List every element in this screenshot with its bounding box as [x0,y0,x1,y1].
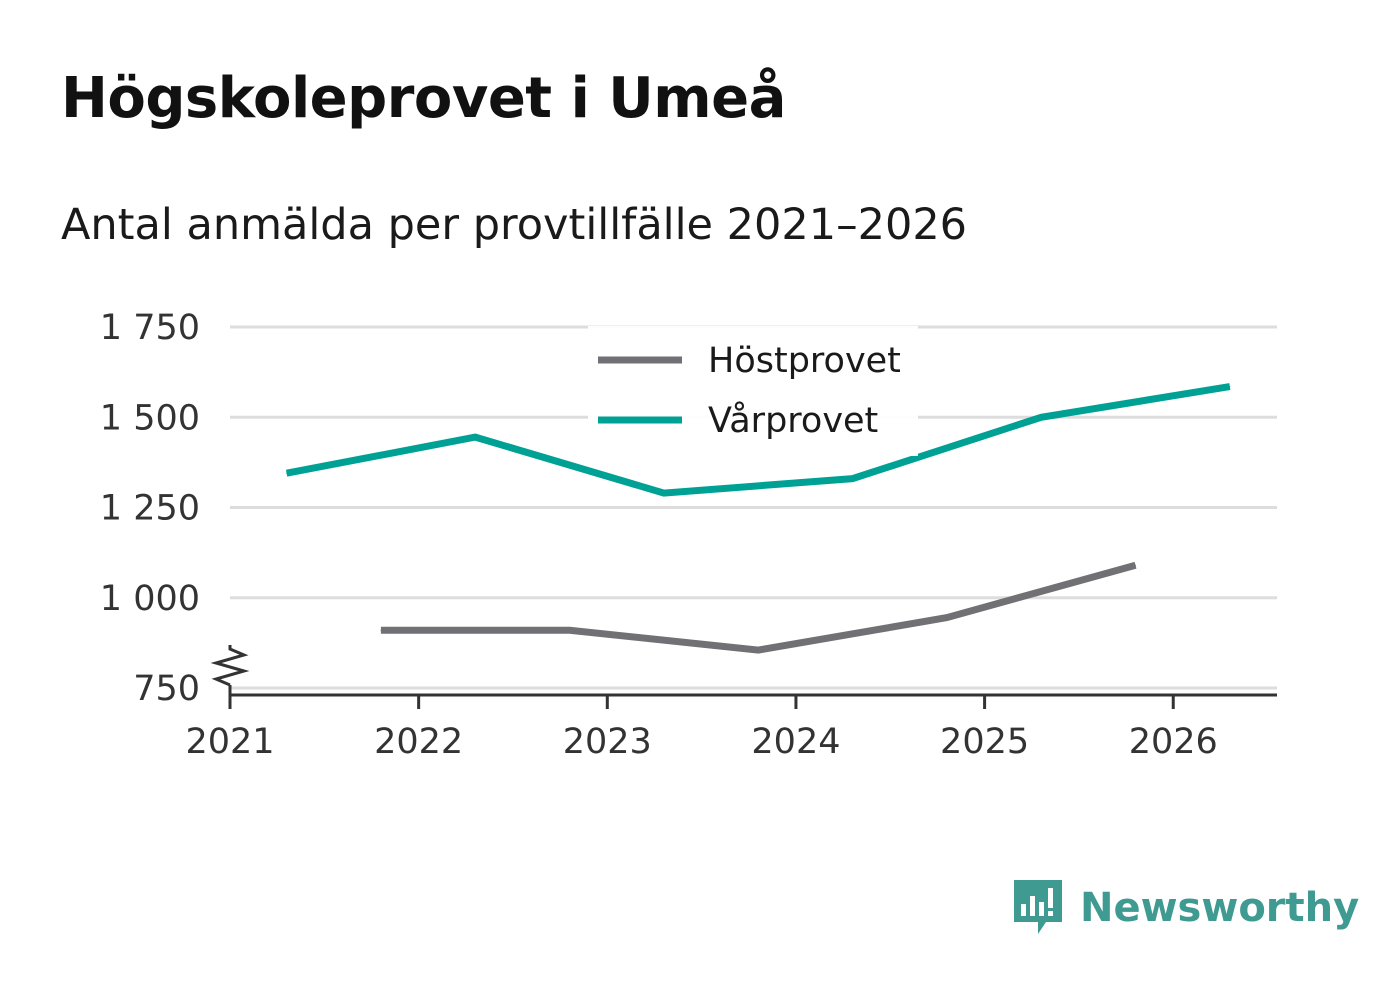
series-0-point-4 [1135,564,1137,566]
newsworthy-logo: Newsworthy [1010,878,1359,938]
series-line-0 [380,561,1137,654]
x-tick-label-2025: 2025 [940,722,1029,762]
series-1-point-3 [852,478,854,480]
series-1-point-0 [286,472,288,474]
newsworthy-logo-text: Newsworthy [1080,885,1360,931]
legend-label-1: Vårprovet [708,400,878,441]
newsworthy-logo-icon [1014,880,1062,934]
chart-title: Högskoleprovet i Umeå [61,66,786,131]
series-0-point-0 [380,629,382,631]
legend-box [588,326,918,456]
chart-subtitle: Antal anmälda per provtillfälle 2021–202… [61,200,968,250]
y-tick-label-1250: 1 250 [100,489,200,529]
series-line-1 [285,383,1231,497]
y-tick-label-750: 750 [133,669,200,709]
x-tick-label-2024: 2024 [751,722,840,762]
axes: 750 1 000 1 250 1 500 1 750 2021 2022 2023 2024 2… [100,308,1277,762]
x-tick-label-2026: 2026 [1129,722,1218,762]
legend: Höstprovet Vårprovet [588,326,918,456]
x-tick-label-2022: 2022 [374,722,463,762]
legend-label-0: Höstprovet [708,341,901,381]
series-0-point-3 [946,617,948,619]
series-0-point-1 [569,629,571,631]
series-1-point-1 [474,436,476,438]
y-tick-label-1500: 1 500 [100,398,200,438]
series-0-point-2 [757,649,759,651]
x-tick-label-2023: 2023 [563,722,652,762]
x-tick-label-2021: 2021 [185,722,274,762]
series-lines [285,383,1231,654]
grid-lines [230,325,1277,690]
y-tick-label-1750: 1 750 [100,308,200,348]
y-tick-label-1000: 1 000 [100,579,200,619]
series-1-point-4 [1040,416,1042,418]
series-1-point-2 [663,492,665,494]
series-1-point-5 [1229,386,1231,388]
y-axis-break-icon [210,645,250,687]
